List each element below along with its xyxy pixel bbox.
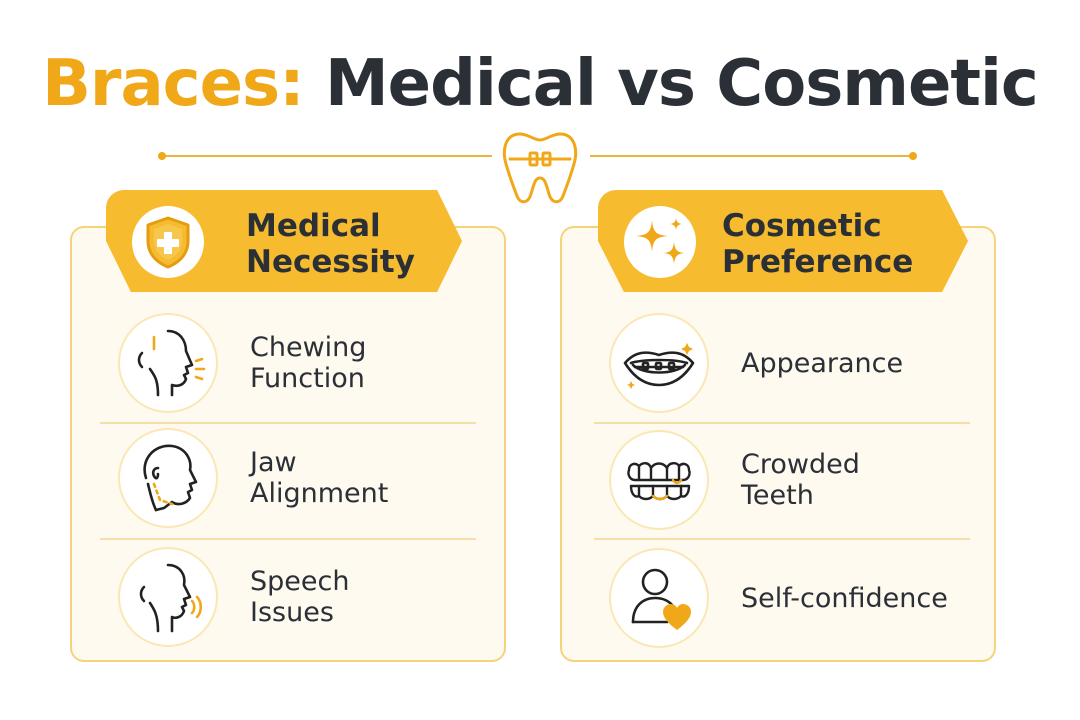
speech-face-icon-wrap — [118, 547, 218, 647]
medical-panel — [70, 226, 506, 662]
chewing-face-icon-wrap — [118, 313, 218, 413]
row-divider — [100, 538, 476, 540]
crowded-teeth-icon — [627, 462, 691, 501]
cosmetic-heading: Cosmetic Preference — [722, 208, 914, 280]
speech-face-icon — [139, 563, 203, 633]
shield-cross-icon-wrap — [132, 206, 204, 278]
cosmetic-banner: Cosmetic Preference — [598, 190, 968, 292]
item-label: Self-confidence — [741, 582, 948, 614]
crowded-teeth-icon-wrap — [609, 430, 709, 530]
smile-braces-icon-wrap — [609, 313, 709, 413]
row-divider — [594, 538, 970, 540]
page-title: Braces: Medical vs Cosmetic — [0, 52, 1080, 116]
jaw-alignment-icon-wrap — [118, 428, 218, 528]
row-divider — [100, 422, 476, 424]
shield-cross-icon — [146, 216, 190, 269]
medical-heading: Medical Necessity — [246, 208, 415, 280]
sparkles-icon-wrap — [624, 206, 696, 278]
chewing-face-icon — [137, 329, 206, 397]
person-heart-icon — [631, 568, 691, 630]
list-item: Appearance — [609, 313, 969, 429]
medical-banner: Medical Necessity — [106, 190, 462, 292]
item-label: Speech Issues — [250, 566, 350, 628]
item-label: Jaw Alignment — [250, 447, 389, 509]
smile-braces-icon — [623, 343, 695, 389]
item-label: Appearance — [741, 347, 904, 379]
jaw-alignment-icon — [143, 444, 198, 512]
title-highlight: Braces: — [42, 47, 305, 121]
item-label: Crowded Teeth — [741, 449, 860, 511]
item-label: Chewing Function — [250, 332, 367, 394]
list-item: Chewing Function — [118, 313, 478, 429]
list-item: Crowded Teeth — [609, 430, 969, 546]
list-item: Speech Issues — [118, 547, 478, 663]
tooth-braces-icon — [502, 132, 578, 204]
title-rest: Medical vs Cosmetic — [324, 47, 1039, 121]
list-item: Jaw Alignment — [118, 428, 478, 544]
person-heart-icon-wrap — [609, 548, 709, 648]
list-item: Self-confidence — [609, 548, 969, 664]
row-divider — [594, 422, 970, 424]
sparkles-icon — [636, 218, 684, 264]
